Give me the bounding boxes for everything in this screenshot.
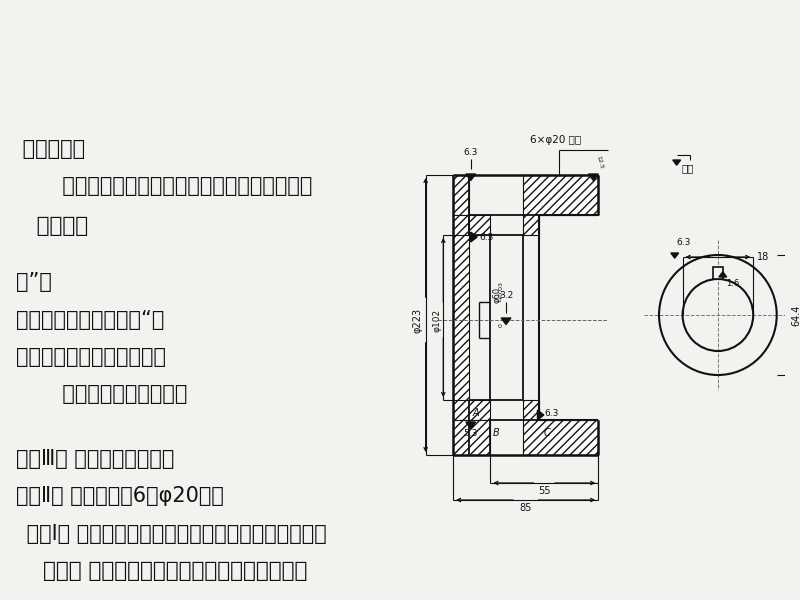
Text: 工序I： 在车床上车外圆，车端面，镳孔和内孔倒角；: 工序I： 在车床上车外圆，车端面，镳孔和内孔倒角； (20, 524, 326, 544)
Polygon shape (673, 160, 681, 165)
Polygon shape (522, 175, 598, 235)
Text: 装”。: 装”。 (16, 272, 51, 292)
Text: 5.3: 5.3 (463, 429, 478, 438)
Text: 85: 85 (519, 503, 532, 513)
Text: 工序Ⅲ： 在插床上插键槽。: 工序Ⅲ： 在插床上插键槽。 (16, 449, 174, 469)
Text: 3.2: 3.2 (499, 291, 513, 300)
Text: 6.3: 6.3 (479, 232, 494, 241)
Text: 的进一步细分。工序本身再: 的进一步细分。工序本身再 (16, 347, 166, 367)
Text: φ60: φ60 (492, 287, 502, 303)
Text: φ223: φ223 (413, 307, 422, 332)
Polygon shape (453, 215, 490, 420)
Text: 工件在一次装夹中所完成的那部分工序内容，: 工件在一次装夹中所完成的那部分工序内容， (16, 176, 312, 196)
Text: 6.3: 6.3 (544, 409, 558, 419)
Text: 例如： 图示半联轴器的加工可分为三个工序。: 例如： 图示半联轴器的加工可分为三个工序。 (43, 561, 307, 581)
Text: 1.6: 1.6 (726, 280, 739, 289)
Polygon shape (470, 232, 477, 242)
Text: 12.5: 12.5 (595, 155, 604, 170)
Text: 称为安装。: 称为安装。 (16, 139, 85, 158)
Text: 64.4: 64.4 (791, 304, 800, 326)
Polygon shape (719, 272, 726, 277)
Text: 工序实际是对工艺过程: 工序实际是对工艺过程 (16, 384, 187, 404)
Text: 55: 55 (538, 486, 550, 496)
Text: +0.03: +0.03 (498, 280, 503, 299)
Text: 18: 18 (757, 252, 770, 262)
Polygon shape (589, 174, 598, 181)
Text: 6.3: 6.3 (677, 238, 691, 247)
Polygon shape (501, 318, 511, 325)
Text: B: B (492, 428, 499, 438)
Text: 三、安装: 三、安装 (16, 216, 88, 236)
Polygon shape (522, 400, 598, 455)
Polygon shape (453, 420, 490, 455)
Bar (713, 267, 722, 279)
Text: C: C (543, 428, 550, 438)
Text: 6×φ20 均布: 6×φ20 均布 (530, 135, 581, 145)
Text: φ102: φ102 (432, 308, 442, 332)
Text: 6.3: 6.3 (463, 148, 478, 157)
Polygon shape (671, 253, 678, 258)
Polygon shape (538, 410, 544, 420)
Text: A: A (473, 408, 479, 418)
Text: 0: 0 (498, 323, 503, 327)
Polygon shape (453, 175, 469, 215)
Polygon shape (466, 422, 476, 428)
Polygon shape (466, 174, 476, 181)
Text: 进一步细分，又可分成“安: 进一步细分，又可分成“安 (16, 310, 164, 329)
Text: 其余: 其余 (682, 163, 694, 173)
Text: 工序Ⅱ： 在钓床上鑑6个φ20孔；: 工序Ⅱ： 在钓床上鑑6个φ20孔； (16, 486, 223, 506)
